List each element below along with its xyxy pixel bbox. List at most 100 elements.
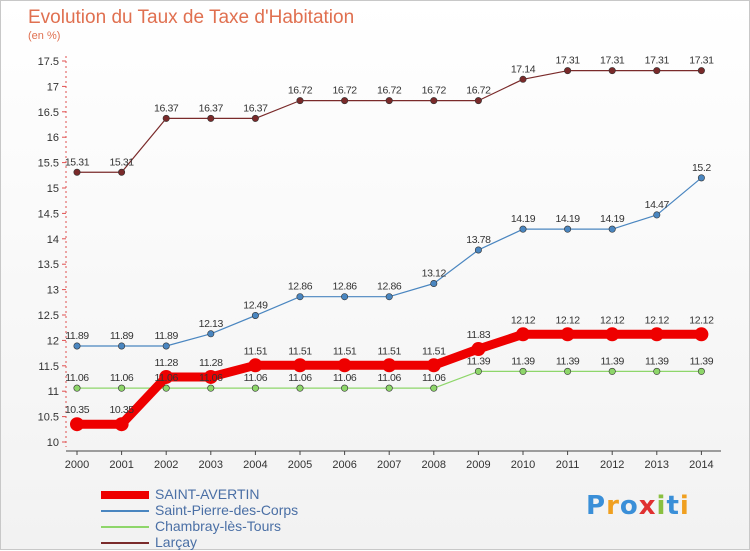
data-label: 13.78 [466, 234, 491, 246]
data-label: 10.35 [65, 404, 90, 416]
data-point [337, 358, 352, 373]
legend-swatch [101, 491, 149, 499]
data-label: 11.39 [467, 355, 491, 367]
chart-title: Evolution du Taux de Taxe d'Habitation [28, 7, 355, 28]
x-tick-label: 2009 [466, 459, 490, 471]
data-point [118, 342, 126, 350]
data-label: 15.2 [692, 162, 711, 174]
x-tick-label: 2008 [422, 459, 446, 471]
y-tick-label: 17 [47, 81, 59, 93]
data-label: 17.31 [645, 55, 670, 67]
data-label: 12.86 [332, 281, 357, 293]
data-label: 16.72 [288, 85, 313, 97]
data-label: 11.39 [690, 355, 714, 367]
data-label: 11.28 [199, 357, 223, 369]
legend-swatch [101, 526, 149, 528]
data-point [159, 369, 174, 384]
logo-letter: r [606, 491, 620, 521]
data-label: 12.12 [511, 314, 536, 326]
logo-letter: x [638, 491, 657, 521]
y-tick-label: 12.5 [38, 310, 59, 322]
data-label: 11.39 [511, 355, 535, 367]
data-point [471, 342, 486, 357]
data-point [564, 367, 572, 375]
y-tick-label: 13.5 [38, 259, 59, 271]
data-point [385, 293, 393, 301]
data-point [608, 367, 616, 375]
x-tick-label: 2011 [556, 459, 580, 471]
data-label: 12.86 [288, 281, 313, 293]
data-point [694, 327, 709, 342]
data-point [519, 225, 527, 233]
y-tick-label: 14 [47, 234, 59, 246]
data-point [605, 327, 620, 342]
chart-subtitle: (en %) [28, 30, 61, 42]
data-labels-layer: 15.31 15.31 16.37 16.37 16.37 16.72 16.72 16.72… [65, 55, 715, 417]
x-tick-label: 2012 [600, 459, 624, 471]
data-point [207, 384, 215, 392]
y-tick-label: 16.5 [38, 107, 59, 119]
legend-label: Saint-Pierre-des-Corps [155, 502, 299, 518]
legend: SAINT-AVERTIN Saint-Pierre-des-Corps Cha… [101, 486, 401, 551]
logo-letter: i [679, 491, 690, 521]
proxiti-logo: Proxiti [586, 491, 690, 521]
x-tick-label: 2014 [689, 459, 713, 471]
data-point [385, 384, 393, 392]
data-label: 11.06 [110, 372, 134, 384]
data-label: 11.06 [154, 372, 178, 384]
data-point [516, 327, 530, 342]
data-point [341, 384, 349, 392]
data-label: 11.83 [467, 329, 491, 341]
data-label: 12.49 [243, 300, 268, 312]
data-point [430, 384, 438, 392]
y-tick-label: 17.5 [38, 56, 59, 68]
data-point [385, 97, 393, 105]
data-point [162, 342, 170, 350]
data-point [118, 384, 126, 392]
y-tick-label: 15.5 [38, 158, 59, 170]
data-label: 16.72 [377, 85, 402, 97]
data-point [341, 293, 349, 301]
data-label: 14.47 [645, 199, 670, 211]
data-label: 11.06 [288, 372, 312, 384]
data-point [73, 342, 81, 350]
data-point [430, 97, 438, 105]
data-label: 11.39 [645, 355, 669, 367]
data-point [382, 358, 397, 373]
data-label: 17.31 [555, 55, 580, 67]
data-point [653, 67, 661, 75]
series-lar-ay [73, 67, 705, 176]
data-point [519, 367, 527, 375]
data-label: 16.37 [243, 102, 268, 114]
data-point [207, 114, 215, 122]
data-label: 11.06 [377, 372, 401, 384]
data-label: 11.06 [422, 372, 446, 384]
logo-letter: o [619, 491, 639, 521]
y-tick-label: 10.5 [38, 412, 59, 424]
data-label: 14.19 [555, 213, 580, 225]
data-point [430, 280, 438, 288]
data-point [296, 97, 304, 105]
data-point [426, 358, 441, 373]
series-saint-avertin [70, 327, 709, 432]
data-point [608, 225, 616, 233]
y-tick-label: 10 [47, 437, 59, 449]
y-tick-label: 12 [47, 335, 59, 347]
series-layer [70, 67, 709, 432]
data-point [474, 246, 482, 254]
data-label: 12.12 [645, 314, 670, 326]
data-point [697, 367, 705, 375]
data-point [564, 225, 572, 233]
data-point [474, 97, 482, 105]
x-tick-label: 2005 [288, 459, 312, 471]
data-point [114, 417, 129, 432]
data-point [697, 67, 705, 75]
data-label: 16.72 [466, 85, 491, 97]
data-point [560, 327, 575, 342]
data-point [251, 384, 259, 392]
legend-label: Larçay [155, 534, 198, 550]
data-point [653, 211, 661, 219]
logo-letter: i [656, 491, 667, 521]
data-point [162, 384, 170, 392]
